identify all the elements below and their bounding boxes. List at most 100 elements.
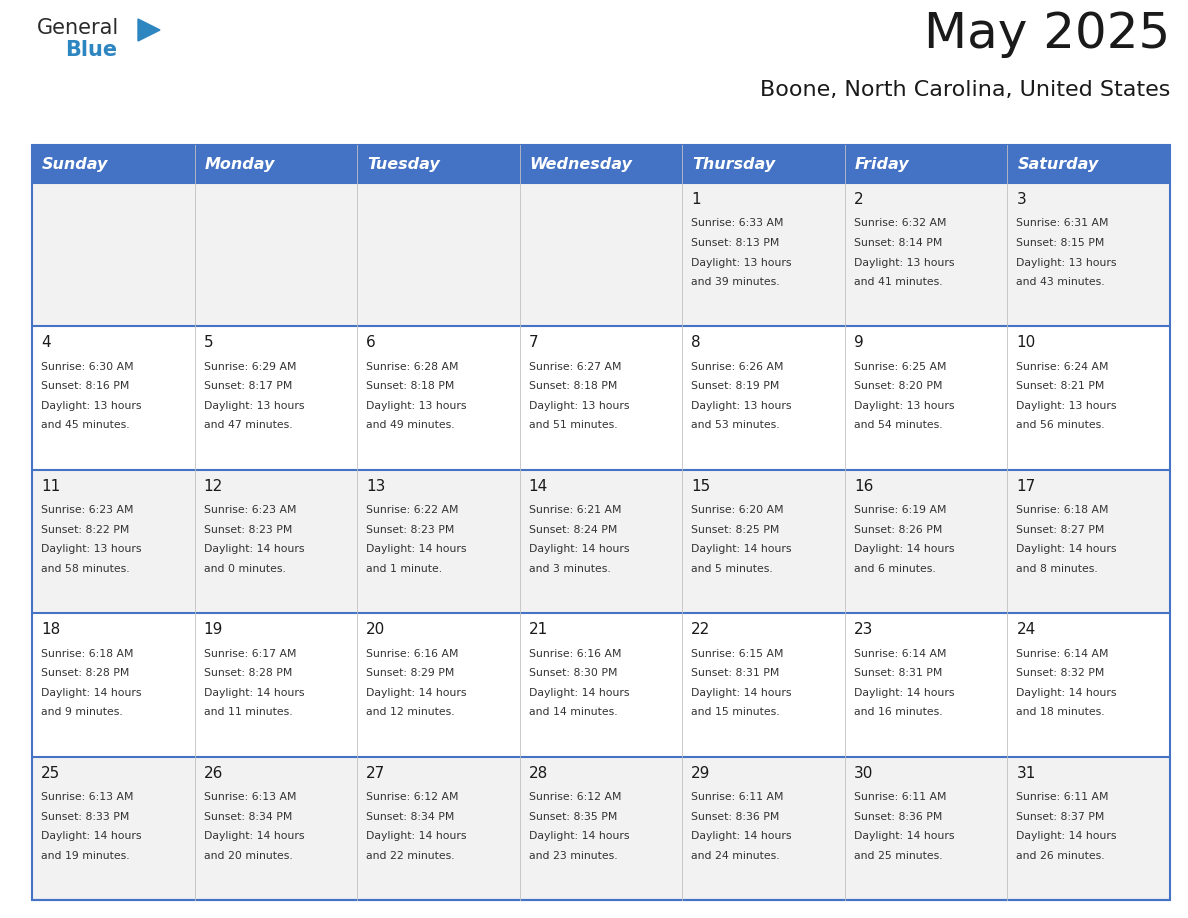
Text: and 3 minutes.: and 3 minutes. [529, 564, 611, 574]
Text: Daylight: 13 hours: Daylight: 13 hours [854, 258, 954, 267]
Text: Sunrise: 6:20 AM: Sunrise: 6:20 AM [691, 505, 784, 515]
Text: Sunset: 8:23 PM: Sunset: 8:23 PM [203, 525, 292, 535]
Text: Sunset: 8:24 PM: Sunset: 8:24 PM [529, 525, 617, 535]
Text: Sunset: 8:23 PM: Sunset: 8:23 PM [366, 525, 455, 535]
Text: Daylight: 14 hours: Daylight: 14 hours [366, 544, 467, 554]
Text: 18: 18 [42, 622, 61, 637]
Text: 11: 11 [42, 479, 61, 494]
Text: Sunrise: 6:22 AM: Sunrise: 6:22 AM [366, 505, 459, 515]
Text: Sunset: 8:21 PM: Sunset: 8:21 PM [1017, 381, 1105, 391]
Text: Sunset: 8:17 PM: Sunset: 8:17 PM [203, 381, 292, 391]
Text: Daylight: 14 hours: Daylight: 14 hours [529, 544, 630, 554]
Text: and 19 minutes.: and 19 minutes. [42, 851, 129, 860]
Text: Sunrise: 6:13 AM: Sunrise: 6:13 AM [203, 792, 296, 802]
Text: and 15 minutes.: and 15 minutes. [691, 707, 779, 717]
Text: Sunrise: 6:13 AM: Sunrise: 6:13 AM [42, 792, 133, 802]
Text: Daylight: 14 hours: Daylight: 14 hours [691, 688, 791, 698]
Bar [32, 145, 1170, 900]
Text: Sunrise: 6:24 AM: Sunrise: 6:24 AM [1017, 362, 1108, 372]
Text: Sunrise: 6:31 AM: Sunrise: 6:31 AM [1017, 218, 1108, 229]
Text: 15: 15 [691, 479, 710, 494]
Text: and 24 minutes.: and 24 minutes. [691, 851, 779, 860]
Text: Daylight: 14 hours: Daylight: 14 hours [42, 688, 141, 698]
Text: Sunset: 8:33 PM: Sunset: 8:33 PM [42, 812, 129, 822]
Text: Daylight: 13 hours: Daylight: 13 hours [42, 544, 141, 554]
Text: Sunrise: 6:21 AM: Sunrise: 6:21 AM [529, 505, 621, 515]
Text: Sunset: 8:18 PM: Sunset: 8:18 PM [529, 381, 617, 391]
Text: Sunrise: 6:19 AM: Sunrise: 6:19 AM [854, 505, 947, 515]
Text: Sunrise: 6:28 AM: Sunrise: 6:28 AM [366, 362, 459, 372]
Text: Sunset: 8:31 PM: Sunset: 8:31 PM [691, 668, 779, 678]
Text: and 39 minutes.: and 39 minutes. [691, 277, 779, 287]
Text: and 26 minutes.: and 26 minutes. [1017, 851, 1105, 860]
Text: 25: 25 [42, 766, 61, 780]
Text: 20: 20 [366, 622, 385, 637]
Bar [32, 145, 1170, 183]
Text: Daylight: 13 hours: Daylight: 13 hours [691, 401, 791, 411]
Text: 31: 31 [1017, 766, 1036, 780]
Text: Daylight: 13 hours: Daylight: 13 hours [529, 401, 630, 411]
Text: Sunset: 8:36 PM: Sunset: 8:36 PM [854, 812, 942, 822]
Text: Daylight: 13 hours: Daylight: 13 hours [854, 401, 954, 411]
Text: Daylight: 14 hours: Daylight: 14 hours [691, 544, 791, 554]
Text: Sunrise: 6:26 AM: Sunrise: 6:26 AM [691, 362, 784, 372]
Text: and 0 minutes.: and 0 minutes. [203, 564, 285, 574]
Text: and 56 minutes.: and 56 minutes. [1017, 420, 1105, 431]
Text: and 51 minutes.: and 51 minutes. [529, 420, 618, 431]
Text: Sunset: 8:32 PM: Sunset: 8:32 PM [1017, 668, 1105, 678]
Text: 7: 7 [529, 335, 538, 351]
Text: Monday: Monday [204, 156, 274, 172]
Text: Sunset: 8:13 PM: Sunset: 8:13 PM [691, 238, 779, 248]
Polygon shape [138, 19, 160, 41]
Text: 16: 16 [854, 479, 873, 494]
Text: and 14 minutes.: and 14 minutes. [529, 707, 618, 717]
Text: Friday: Friday [855, 156, 910, 172]
Text: Daylight: 14 hours: Daylight: 14 hours [854, 544, 954, 554]
Text: Sunrise: 6:23 AM: Sunrise: 6:23 AM [203, 505, 296, 515]
Text: Sunrise: 6:30 AM: Sunrise: 6:30 AM [42, 362, 133, 372]
Text: 26: 26 [203, 766, 223, 780]
Text: and 47 minutes.: and 47 minutes. [203, 420, 292, 431]
Text: Sunrise: 6:11 AM: Sunrise: 6:11 AM [854, 792, 947, 802]
Text: Sunset: 8:28 PM: Sunset: 8:28 PM [42, 668, 129, 678]
Text: Daylight: 14 hours: Daylight: 14 hours [1017, 544, 1117, 554]
Bar [32, 613, 1170, 756]
Text: and 45 minutes.: and 45 minutes. [42, 420, 129, 431]
Text: 9: 9 [854, 335, 864, 351]
Text: Boone, North Carolina, United States: Boone, North Carolina, United States [759, 80, 1170, 100]
Text: 19: 19 [203, 622, 223, 637]
Text: Daylight: 14 hours: Daylight: 14 hours [366, 688, 467, 698]
Text: Daylight: 14 hours: Daylight: 14 hours [529, 831, 630, 841]
Text: and 22 minutes.: and 22 minutes. [366, 851, 455, 860]
Text: 1: 1 [691, 192, 701, 207]
Text: Daylight: 14 hours: Daylight: 14 hours [366, 831, 467, 841]
Text: and 43 minutes.: and 43 minutes. [1017, 277, 1105, 287]
Text: 23: 23 [854, 622, 873, 637]
Text: Sunset: 8:28 PM: Sunset: 8:28 PM [203, 668, 292, 678]
Text: and 6 minutes.: and 6 minutes. [854, 564, 936, 574]
Text: Tuesday: Tuesday [367, 156, 440, 172]
Text: Sunrise: 6:18 AM: Sunrise: 6:18 AM [1017, 505, 1108, 515]
Text: Sunrise: 6:15 AM: Sunrise: 6:15 AM [691, 649, 784, 659]
Text: and 41 minutes.: and 41 minutes. [854, 277, 942, 287]
Text: Daylight: 14 hours: Daylight: 14 hours [691, 831, 791, 841]
Text: Sunset: 8:26 PM: Sunset: 8:26 PM [854, 525, 942, 535]
Text: Sunrise: 6:12 AM: Sunrise: 6:12 AM [366, 792, 459, 802]
Text: 28: 28 [529, 766, 548, 780]
Text: 21: 21 [529, 622, 548, 637]
Bar [32, 756, 1170, 900]
Text: and 25 minutes.: and 25 minutes. [854, 851, 942, 860]
Text: Blue: Blue [65, 40, 118, 60]
Text: Sunset: 8:25 PM: Sunset: 8:25 PM [691, 525, 779, 535]
Text: Daylight: 14 hours: Daylight: 14 hours [203, 688, 304, 698]
Text: and 5 minutes.: and 5 minutes. [691, 564, 773, 574]
Text: Sunset: 8:35 PM: Sunset: 8:35 PM [529, 812, 617, 822]
Text: 30: 30 [854, 766, 873, 780]
Text: Daylight: 13 hours: Daylight: 13 hours [1017, 401, 1117, 411]
Text: Sunset: 8:36 PM: Sunset: 8:36 PM [691, 812, 779, 822]
Text: 14: 14 [529, 479, 548, 494]
Text: and 9 minutes.: and 9 minutes. [42, 707, 122, 717]
Text: Sunset: 8:30 PM: Sunset: 8:30 PM [529, 668, 618, 678]
Text: Sunset: 8:18 PM: Sunset: 8:18 PM [366, 381, 455, 391]
Text: Daylight: 14 hours: Daylight: 14 hours [42, 831, 141, 841]
